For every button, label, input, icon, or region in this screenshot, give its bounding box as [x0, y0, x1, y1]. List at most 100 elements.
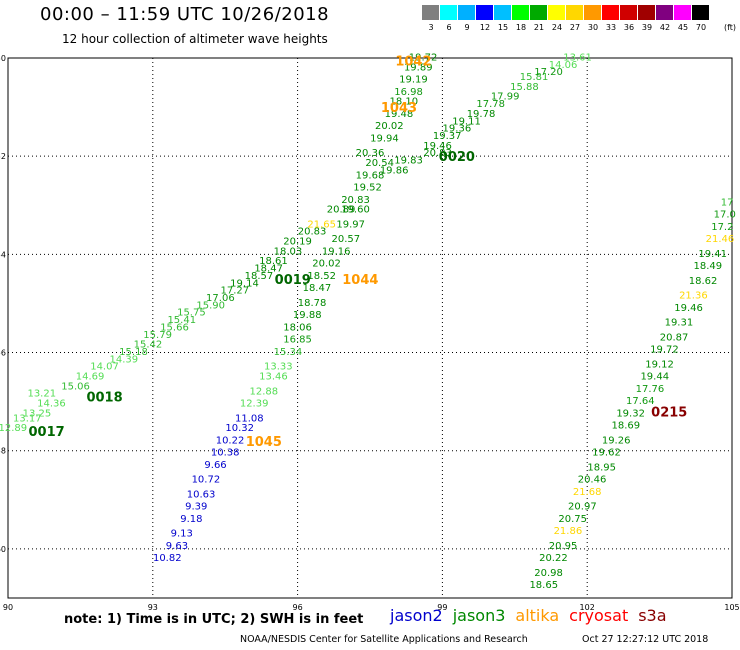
- lat-label: -60: [0, 545, 6, 554]
- satellite-jason3: jason3: [452, 606, 506, 625]
- swh-value: 18.49: [694, 261, 723, 272]
- swh-value: 19.14: [230, 278, 259, 289]
- swh-value: 20.75: [558, 514, 587, 525]
- swh-value: 19.48: [385, 109, 414, 120]
- swh-value: 10.32: [225, 423, 254, 434]
- swh-value: 19.89: [404, 62, 433, 73]
- swh-value: 20.95: [549, 541, 578, 552]
- legend-label: 9: [464, 23, 470, 32]
- swh-value: 18.95: [587, 462, 616, 473]
- legend-label: 39: [641, 23, 653, 32]
- swh-value: 19.19: [399, 75, 428, 86]
- legend-label: 27: [569, 23, 581, 32]
- legend-label: 42: [659, 23, 671, 32]
- swh-value: 15.81: [520, 72, 549, 83]
- swh-value: 15.41: [167, 315, 196, 326]
- satellite-s3a: s3a: [638, 606, 667, 625]
- swh-value: 21.65: [307, 219, 336, 230]
- swh-value: 18.78: [298, 298, 327, 309]
- swh-value: 15.90: [196, 300, 225, 311]
- legend-swatch: [512, 5, 530, 20]
- swh-value: 21.36: [679, 291, 708, 302]
- swh-value: 19.83: [394, 156, 423, 167]
- color-legend: [422, 5, 710, 20]
- swh-value: 13.17: [13, 413, 42, 424]
- legend-swatch: [530, 5, 548, 20]
- legend-swatch: [674, 5, 692, 20]
- swh-value: 17.78: [476, 99, 505, 110]
- swh-value: 18.57: [245, 271, 274, 282]
- legend-swatch: [548, 5, 566, 20]
- lat-label: -58: [0, 447, 6, 456]
- lon-label: 93: [148, 603, 158, 612]
- swh-value: 10.82: [153, 553, 182, 564]
- swh-value: 18.47: [254, 264, 283, 275]
- pass-label: 0020: [439, 150, 475, 165]
- swh-value: 19.52: [353, 183, 382, 194]
- legend-swatch: [584, 5, 602, 20]
- swh-value: 17.76: [636, 384, 665, 395]
- pass-label: 1044: [342, 273, 378, 288]
- lon-label: 90: [3, 603, 13, 612]
- legend-unit: (ft): [724, 23, 737, 32]
- swh-value: 12.39: [240, 399, 269, 410]
- swh-value: 14.39: [110, 354, 139, 365]
- swh-value: 20.83: [423, 148, 452, 159]
- swh-value: 20.98: [534, 568, 563, 579]
- lon-label: 105: [724, 603, 739, 612]
- swh-value: 14.36: [37, 399, 66, 410]
- satellite-jason2: jason2: [390, 606, 443, 625]
- swh-value: 15.79: [143, 330, 172, 341]
- legend-swatch: [458, 5, 476, 20]
- generated-timestamp: Oct 27 12:27:12 UTC 2018: [582, 634, 709, 645]
- pass-label: 0215: [651, 405, 687, 420]
- swh-value: 16.98: [394, 87, 423, 98]
- swh-value: 15.34: [274, 347, 303, 358]
- lon-label: 99: [437, 603, 447, 612]
- legend-swatch: [476, 5, 494, 20]
- swh-value: 19.88: [293, 310, 322, 321]
- swh-value: 15.42: [134, 340, 163, 351]
- swh-value: 9.63: [166, 541, 188, 552]
- swh-value: 13.33: [264, 362, 293, 373]
- swh-value: 18.03: [274, 246, 303, 257]
- swh-value: 21.86: [554, 526, 583, 537]
- swh-value: 13.25: [23, 408, 52, 419]
- swh-value: 18.47: [303, 283, 332, 294]
- swh-value: 19.37: [433, 131, 462, 142]
- legend-label: 33: [605, 23, 617, 32]
- swh-value: 19.36: [443, 124, 472, 135]
- legend-swatch: [422, 5, 440, 20]
- swh-value: 13.61: [563, 52, 592, 63]
- swh-value: 20.57: [332, 234, 361, 245]
- swh-value: 19.62: [592, 448, 621, 459]
- swh-value: 19.12: [645, 359, 674, 370]
- swh-value: 20.19: [283, 237, 312, 248]
- swh-value: 17.0: [714, 210, 736, 221]
- legend-label: 15: [497, 23, 509, 32]
- swh-value: 20.97: [568, 502, 597, 513]
- legend-swatch: [692, 5, 710, 20]
- swh-value: 19.68: [356, 170, 385, 181]
- legend-label: 3: [428, 23, 434, 32]
- lat-label: -52: [0, 152, 6, 161]
- swh-value: 9.39: [185, 502, 207, 513]
- swh-value: 19.60: [341, 205, 370, 216]
- swh-value: 9.66: [204, 460, 226, 471]
- swh-value: 14.69: [76, 372, 105, 383]
- legend-swatch: [602, 5, 620, 20]
- swh-value: 10.72: [192, 475, 221, 486]
- swh-value: 12.89: [0, 423, 27, 434]
- swh-value: 19.16: [322, 246, 351, 257]
- lat-label: -56: [0, 349, 6, 358]
- swh-value: 13.46: [259, 372, 288, 383]
- legend-swatch: [566, 5, 584, 20]
- legend-label: 21: [533, 23, 545, 32]
- legend-label: 45: [677, 23, 689, 32]
- lon-label: 102: [580, 603, 595, 612]
- map-title: 00:00 – 11:59 UTC 10/26/2018: [40, 4, 330, 25]
- swh-value: 10.63: [187, 489, 216, 500]
- legend-swatch: [638, 5, 656, 20]
- legend-label: 70: [695, 23, 707, 32]
